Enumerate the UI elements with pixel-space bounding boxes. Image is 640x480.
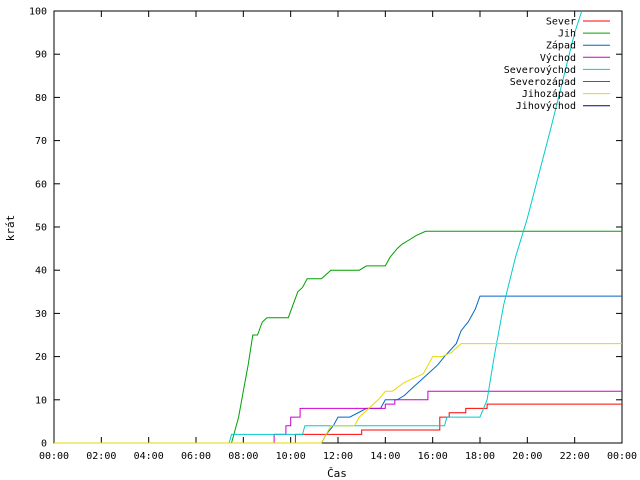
series-line-1 xyxy=(54,230,622,444)
series-group xyxy=(54,10,622,444)
y-tick-label: 40 xyxy=(35,266,47,277)
y-tick-label: 100 xyxy=(29,7,47,18)
x-tick-label: 16:00 xyxy=(418,451,448,462)
y-tick-label: 10 xyxy=(35,395,47,406)
x-tick-label: 10:00 xyxy=(276,451,306,462)
axes: 0 10 20 30 40 50 60 70 80 90 100 00:00 02:00 04:00 06:… xyxy=(29,7,637,463)
series-line-6 xyxy=(54,343,622,444)
legend-label: Sever xyxy=(546,17,576,28)
x-tick-label: 20:00 xyxy=(512,451,542,462)
y-tick-label: 0 xyxy=(41,439,47,450)
x-tick-label: 18:00 xyxy=(465,451,495,462)
x-tick-label: 02:00 xyxy=(86,451,116,462)
x-tick-label: 00:00 xyxy=(607,451,637,462)
legend-label: Jihozápad xyxy=(522,88,576,100)
y-tick-label: 50 xyxy=(35,223,47,234)
legend-label: Jih xyxy=(558,29,576,40)
x-tick-label: 00:00 xyxy=(39,451,69,462)
legend-label: Severozápad xyxy=(510,76,576,88)
x-tick-label: 22:00 xyxy=(560,451,590,462)
y-tick-label: 80 xyxy=(35,93,47,104)
x-tick-label: 12:00 xyxy=(323,451,353,462)
legend: SeverJihZápadVýchodSeverovýchodSeverozáp… xyxy=(504,17,610,112)
x-tick-label: 06:00 xyxy=(181,451,211,462)
x-axis-label: Čas xyxy=(327,467,347,480)
x-tick-label: 08:00 xyxy=(228,451,258,462)
x-tick-label: 04:00 xyxy=(134,451,164,462)
y-tick-label: 90 xyxy=(35,50,47,61)
y-tick-label: 30 xyxy=(35,309,47,320)
legend-label: Jihovýchod xyxy=(516,100,576,112)
y-axis-label: krát xyxy=(4,215,17,242)
series-line-2 xyxy=(54,295,622,444)
y-tick-label: 20 xyxy=(35,352,47,363)
legend-label: Západ xyxy=(546,40,576,52)
x-tick-label: 14:00 xyxy=(370,451,400,462)
legend-label: Severovýchod xyxy=(504,64,576,76)
legend-label: Východ xyxy=(540,52,576,64)
series-line-4 xyxy=(54,10,583,444)
y-tick-label: 60 xyxy=(35,179,47,190)
y-tick-label: 70 xyxy=(35,136,47,147)
